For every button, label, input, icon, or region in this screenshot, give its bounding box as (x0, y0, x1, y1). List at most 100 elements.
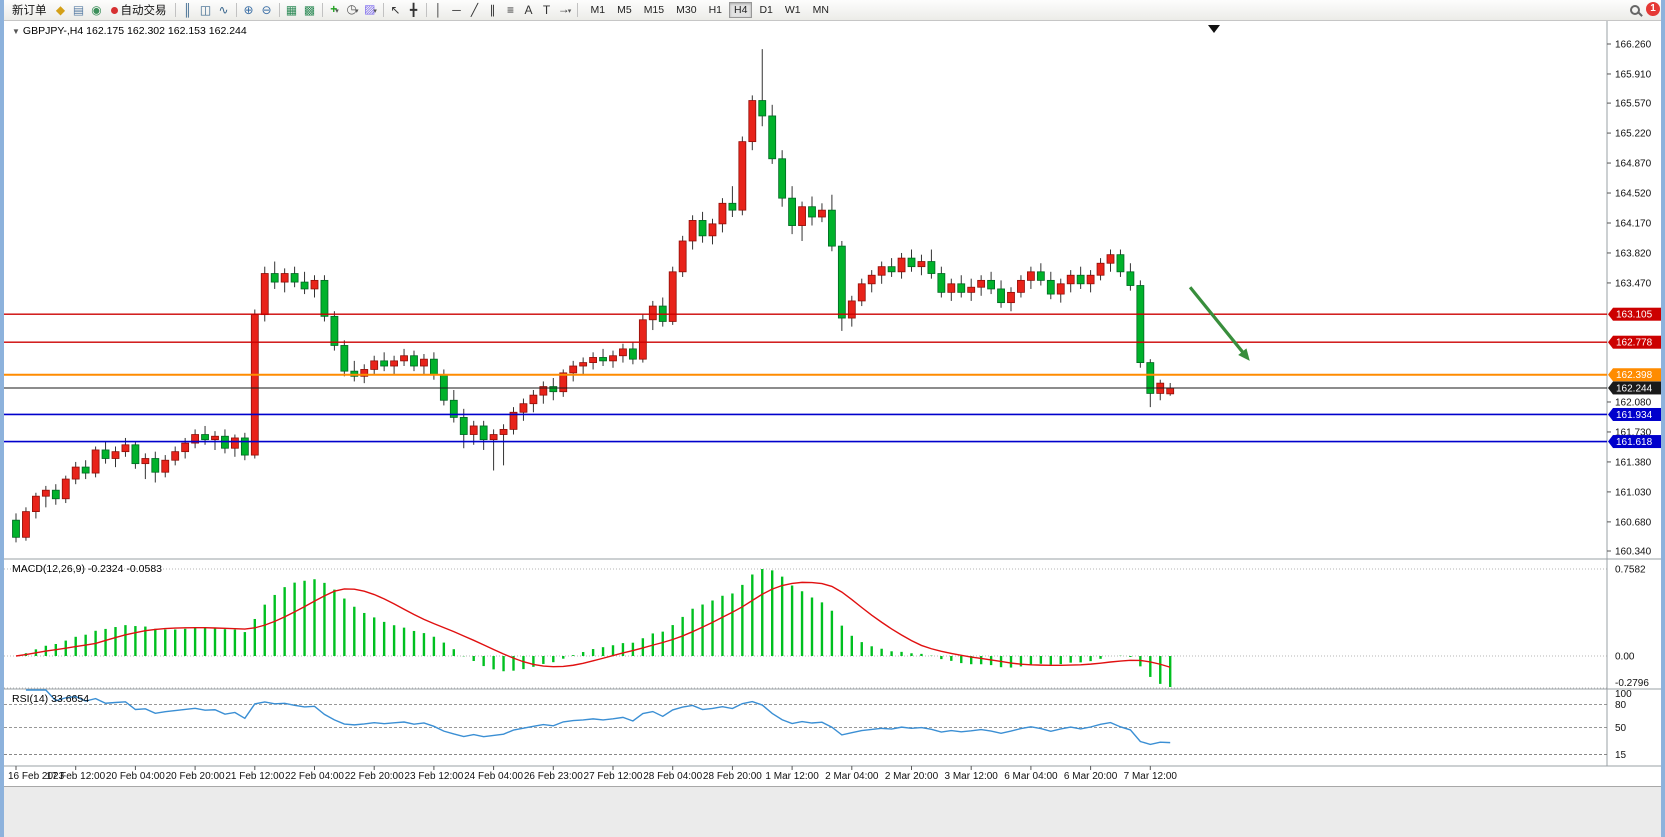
collapse-icon[interactable]: ▼ (12, 27, 20, 36)
svg-text:20 Feb 04:00: 20 Feb 04:00 (106, 771, 165, 782)
timeframe-m5[interactable]: M5 (617, 4, 632, 16)
resistance-line-2[interactable]: 162.778 (4, 335, 1661, 349)
svg-text:15: 15 (1615, 750, 1627, 761)
svg-text:0.00: 0.00 (1615, 652, 1635, 663)
svg-text:164.170: 164.170 (1615, 218, 1652, 229)
support-line-blue-2[interactable]: 161.618 (4, 435, 1661, 449)
svg-text:162.080: 162.080 (1615, 397, 1652, 408)
svg-text:163.820: 163.820 (1615, 248, 1652, 259)
svg-text:161.030: 161.030 (1615, 487, 1652, 498)
svg-text:164.870: 164.870 (1615, 159, 1652, 170)
toolbar-separator (235, 3, 237, 17)
svg-text:2 Mar 04:00: 2 Mar 04:00 (825, 771, 879, 782)
template-icon[interactable]: ▨▾ (364, 1, 377, 16)
search-icon[interactable] (1630, 5, 1640, 15)
vertical-line-icon[interactable]: │ (434, 3, 443, 17)
svg-text:162.244: 162.244 (1616, 383, 1653, 394)
svg-text:160.340: 160.340 (1615, 547, 1652, 558)
arrows-icon-caret: ▾ (567, 7, 572, 15)
svg-text:2 Mar 20:00: 2 Mar 20:00 (885, 771, 939, 782)
timeframe-m1[interactable]: M1 (590, 4, 606, 16)
template-icon-caret: ▾ (373, 7, 377, 15)
periods-icon-caret: ▾ (354, 7, 359, 15)
svg-text:28 Feb 20:00: 28 Feb 20:00 (703, 771, 762, 782)
chart-area: 166.260 165.910 165.570 165.220 164.870 164.5… (4, 21, 1661, 786)
timeframe-h4[interactable]: H4 (729, 2, 753, 18)
toolbar-separator (321, 3, 323, 17)
svg-text:26 Feb 23:00: 26 Feb 23:00 (524, 771, 583, 782)
svg-text:6 Mar 04:00: 6 Mar 04:00 (1004, 771, 1058, 782)
toolbar-separator (382, 3, 384, 17)
candles-group (12, 49, 1175, 543)
cursor-icon[interactable]: ↖ (390, 3, 401, 17)
svg-text:17 Feb 12:00: 17 Feb 12:00 (46, 771, 105, 782)
svg-text:16 Feb 2023: 16 Feb 2023 (8, 771, 65, 782)
price-scale[interactable]: 166.260 165.910 165.570 165.220 164.870 164.5… (1607, 40, 1652, 558)
fibonacci-icon[interactable]: ≡ (506, 3, 514, 17)
timeframe-m30[interactable]: M30 (676, 4, 697, 16)
bar-chart-icon[interactable]: ║ (183, 3, 192, 17)
svg-text:161.934: 161.934 (1616, 410, 1653, 421)
support-line-blue-1[interactable]: 161.934 (4, 407, 1661, 421)
svg-text:80: 80 (1615, 700, 1627, 711)
cascade-windows-icon[interactable]: ▩ (303, 3, 316, 17)
resistance-line-1[interactable]: 163.105 (4, 307, 1661, 321)
candlestick-chart-icon[interactable]: ◫ (199, 3, 212, 17)
chart-profiles-icon[interactable]: ◆ (55, 3, 66, 17)
channel-icon[interactable]: ∥ (489, 3, 496, 17)
svg-text:163.470: 163.470 (1615, 278, 1652, 289)
toolbar-separator (174, 3, 176, 17)
tile-windows-icon[interactable]: ▦ (285, 3, 298, 17)
terminal-window-icon[interactable]: ▤ (72, 3, 85, 17)
crosshair-icon[interactable]: ╋ (409, 3, 418, 17)
toolbar-separator (278, 3, 280, 17)
svg-text:0.7582: 0.7582 (1615, 565, 1646, 576)
svg-text:166.260: 166.260 (1615, 40, 1652, 51)
auto-trading-button[interactable]: 自动交易 (106, 1, 172, 19)
new-order-button-label: 新订单 (12, 5, 47, 17)
text-icon[interactable]: A (524, 3, 533, 17)
svg-text:6 Mar 20:00: 6 Mar 20:00 (1064, 771, 1118, 782)
timeframe-mn[interactable]: MN (812, 4, 829, 16)
down-arrow-annotation[interactable] (1188, 286, 1250, 361)
toolbar: 新订单 ◆ ▤ ◉ 自动交易 ║ ◫ ∿ ⊕ ⊖ ▦ ▩ +▾ ◷▾ ▨▾ ↖ ╋ │ ─ ╱ ∥ ≡ A T →▾ M1 M5 M… (4, 0, 1661, 21)
svg-text:100: 100 (1615, 689, 1632, 700)
price-chart[interactable]: 166.260 165.910 165.570 165.220 164.870 164.5… (4, 21, 1661, 786)
horizontal-line-icon[interactable]: ─ (452, 3, 461, 17)
notification-badge[interactable]: 1 (1646, 2, 1660, 16)
trendline-icon[interactable]: ╱ (470, 3, 479, 17)
arrows-icon[interactable]: →▾ (557, 1, 572, 16)
chart-shift-marker[interactable] (1208, 25, 1220, 33)
timeframe-w1[interactable]: W1 (784, 4, 801, 16)
bid-price-line[interactable]: 162.244 (4, 381, 1661, 395)
indicators-icon[interactable]: +▾ (330, 1, 339, 16)
line-chart-icon[interactable]: ∿ (218, 3, 229, 17)
svg-text:165.220: 165.220 (1615, 129, 1652, 140)
periods-icon[interactable]: ◷▾ (346, 1, 359, 16)
timeframe-m15[interactable]: M15 (643, 4, 665, 16)
svg-text:163.105: 163.105 (1616, 310, 1653, 321)
svg-text:165.570: 165.570 (1615, 99, 1652, 110)
timeframe-d1[interactable]: D1 (759, 4, 773, 16)
svg-text:20 Feb 20:00: 20 Feb 20:00 (166, 771, 225, 782)
svg-text:24 Feb 04:00: 24 Feb 04:00 (464, 771, 523, 782)
svg-text:21 Feb 12:00: 21 Feb 12:00 (225, 771, 284, 782)
strategy-tester-icon[interactable]: ◉ (91, 3, 102, 17)
svg-text:160.680: 160.680 (1615, 517, 1652, 528)
timeframe-h1[interactable]: H1 (708, 4, 722, 16)
svg-text:-0.2796: -0.2796 (1615, 678, 1649, 689)
new-order-button[interactable]: 新订单 (7, 1, 52, 19)
svg-text:164.520: 164.520 (1615, 189, 1652, 200)
svg-text:22 Feb 20:00: 22 Feb 20:00 (345, 771, 404, 782)
auto-trading-button-label: 自动交易 (120, 5, 167, 17)
toolbar-items: 新订单 ◆ ▤ ◉ 自动交易 ║ ◫ ∿ ⊕ ⊖ ▦ ▩ +▾ ◷▾ ▨▾ ↖ ╋ │ ─ ╱ ∥ ≡ A T →▾ (7, 0, 581, 21)
label-icon[interactable]: T (542, 3, 551, 17)
svg-text:1 Mar 12:00: 1 Mar 12:00 (765, 771, 819, 782)
support-line-orange[interactable]: 162.398 (4, 368, 1661, 382)
zoom-in-icon[interactable]: ⊕ (243, 3, 254, 17)
svg-text:22 Feb 04:00: 22 Feb 04:00 (285, 771, 344, 782)
svg-text:50: 50 (1615, 723, 1627, 734)
zoom-out-icon[interactable]: ⊖ (261, 3, 272, 17)
